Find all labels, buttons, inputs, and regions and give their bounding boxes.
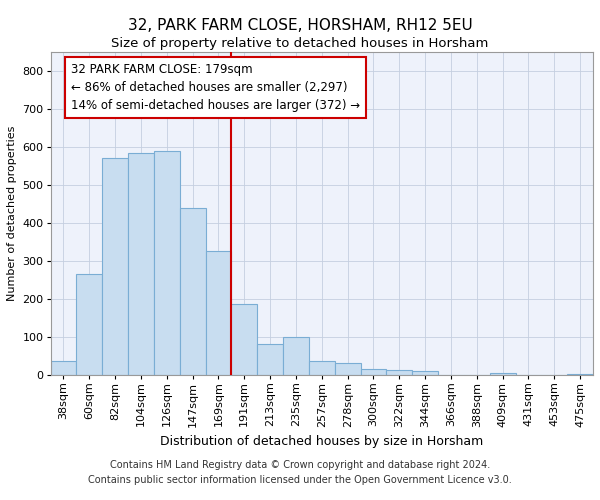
- Text: 32, PARK FARM CLOSE, HORSHAM, RH12 5EU: 32, PARK FARM CLOSE, HORSHAM, RH12 5EU: [128, 18, 472, 32]
- Text: Size of property relative to detached houses in Horsham: Size of property relative to detached ho…: [112, 38, 488, 51]
- Bar: [283, 336, 309, 374]
- Y-axis label: Number of detached properties: Number of detached properties: [7, 126, 17, 301]
- Bar: [154, 150, 180, 374]
- Bar: [232, 304, 257, 374]
- Bar: [50, 360, 76, 374]
- Bar: [128, 152, 154, 374]
- Bar: [257, 344, 283, 374]
- Bar: [412, 371, 438, 374]
- Text: Contains HM Land Registry data © Crown copyright and database right 2024.
Contai: Contains HM Land Registry data © Crown c…: [88, 460, 512, 485]
- X-axis label: Distribution of detached houses by size in Horsham: Distribution of detached houses by size …: [160, 435, 484, 448]
- Bar: [386, 370, 412, 374]
- Bar: [180, 208, 206, 374]
- Bar: [76, 274, 102, 374]
- Bar: [206, 252, 232, 374]
- Bar: [309, 360, 335, 374]
- Text: 32 PARK FARM CLOSE: 179sqm
← 86% of detached houses are smaller (2,297)
14% of s: 32 PARK FARM CLOSE: 179sqm ← 86% of deta…: [71, 64, 361, 112]
- Bar: [490, 373, 515, 374]
- Bar: [335, 364, 361, 374]
- Bar: [361, 369, 386, 374]
- Bar: [102, 158, 128, 374]
